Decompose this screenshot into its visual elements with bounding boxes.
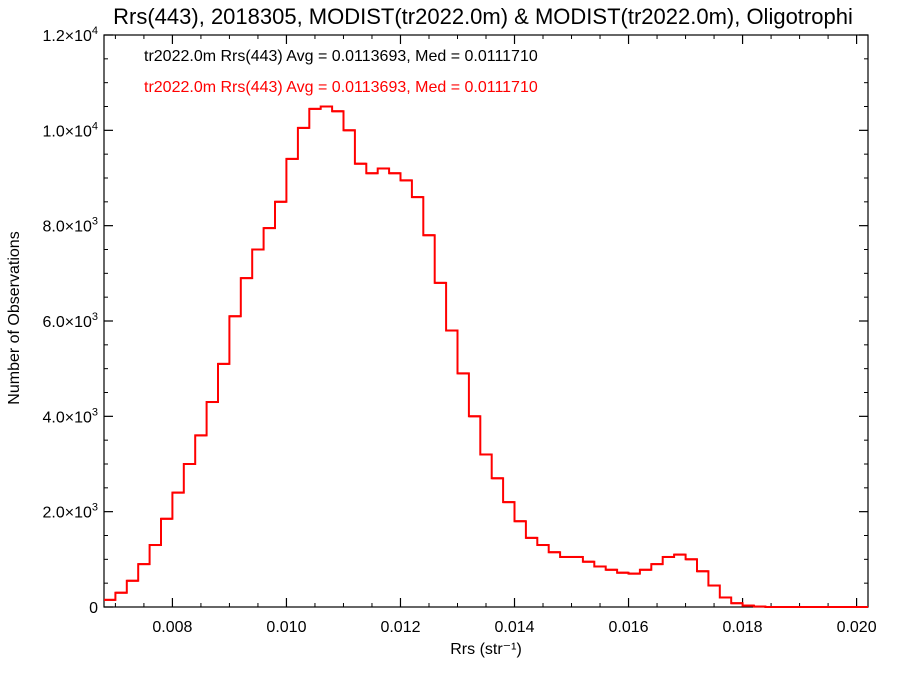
chart-title: Rrs(443), 2018305, MODIST(tr2022.0m) & M… [113, 4, 853, 29]
y-axis-label: Number of Observations [6, 231, 23, 404]
y-tick-label: 1.0×104 [42, 120, 98, 140]
y-tick-label: 2.0×103 [42, 502, 98, 522]
series-line [104, 105, 868, 608]
x-tick-label: 0.016 [609, 619, 649, 636]
x-tick-label: 0.014 [494, 619, 534, 636]
y-axis: 0 2.0×103 4.0×103 6.0×103 8.0×103 1.0×104 1.2×… [42, 25, 868, 617]
data-points [104, 105, 868, 608]
y-tick-label: 1.2×104 [42, 25, 98, 45]
plot-frame [103, 34, 869, 608]
x-tick-label: 0.012 [380, 619, 420, 636]
stats-annotation-red: tr2022.0m Rrs(443) Avg = 0.0113693, Med … [144, 79, 538, 96]
x-tick-label: 0.020 [837, 619, 877, 636]
x-tick-label: 0.008 [152, 619, 192, 636]
y-tick-label: 4.0×103 [42, 406, 98, 426]
y-tick-label: 6.0×103 [42, 311, 98, 331]
x-tick-label: 0.018 [723, 619, 763, 636]
x-tick-label: 0.010 [266, 619, 306, 636]
y-tick-label: 8.0×103 [42, 216, 98, 236]
x-axis: 0.008 0.010 0.012 0.014 0.016 0.018 0.020 [114, 35, 877, 636]
x-axis-label: Rrs (str⁻¹) [450, 641, 522, 658]
stats-annotation-black: tr2022.0m Rrs(443) Avg = 0.0113693, Med … [144, 48, 538, 65]
y-tick-label: 0 [89, 600, 98, 617]
